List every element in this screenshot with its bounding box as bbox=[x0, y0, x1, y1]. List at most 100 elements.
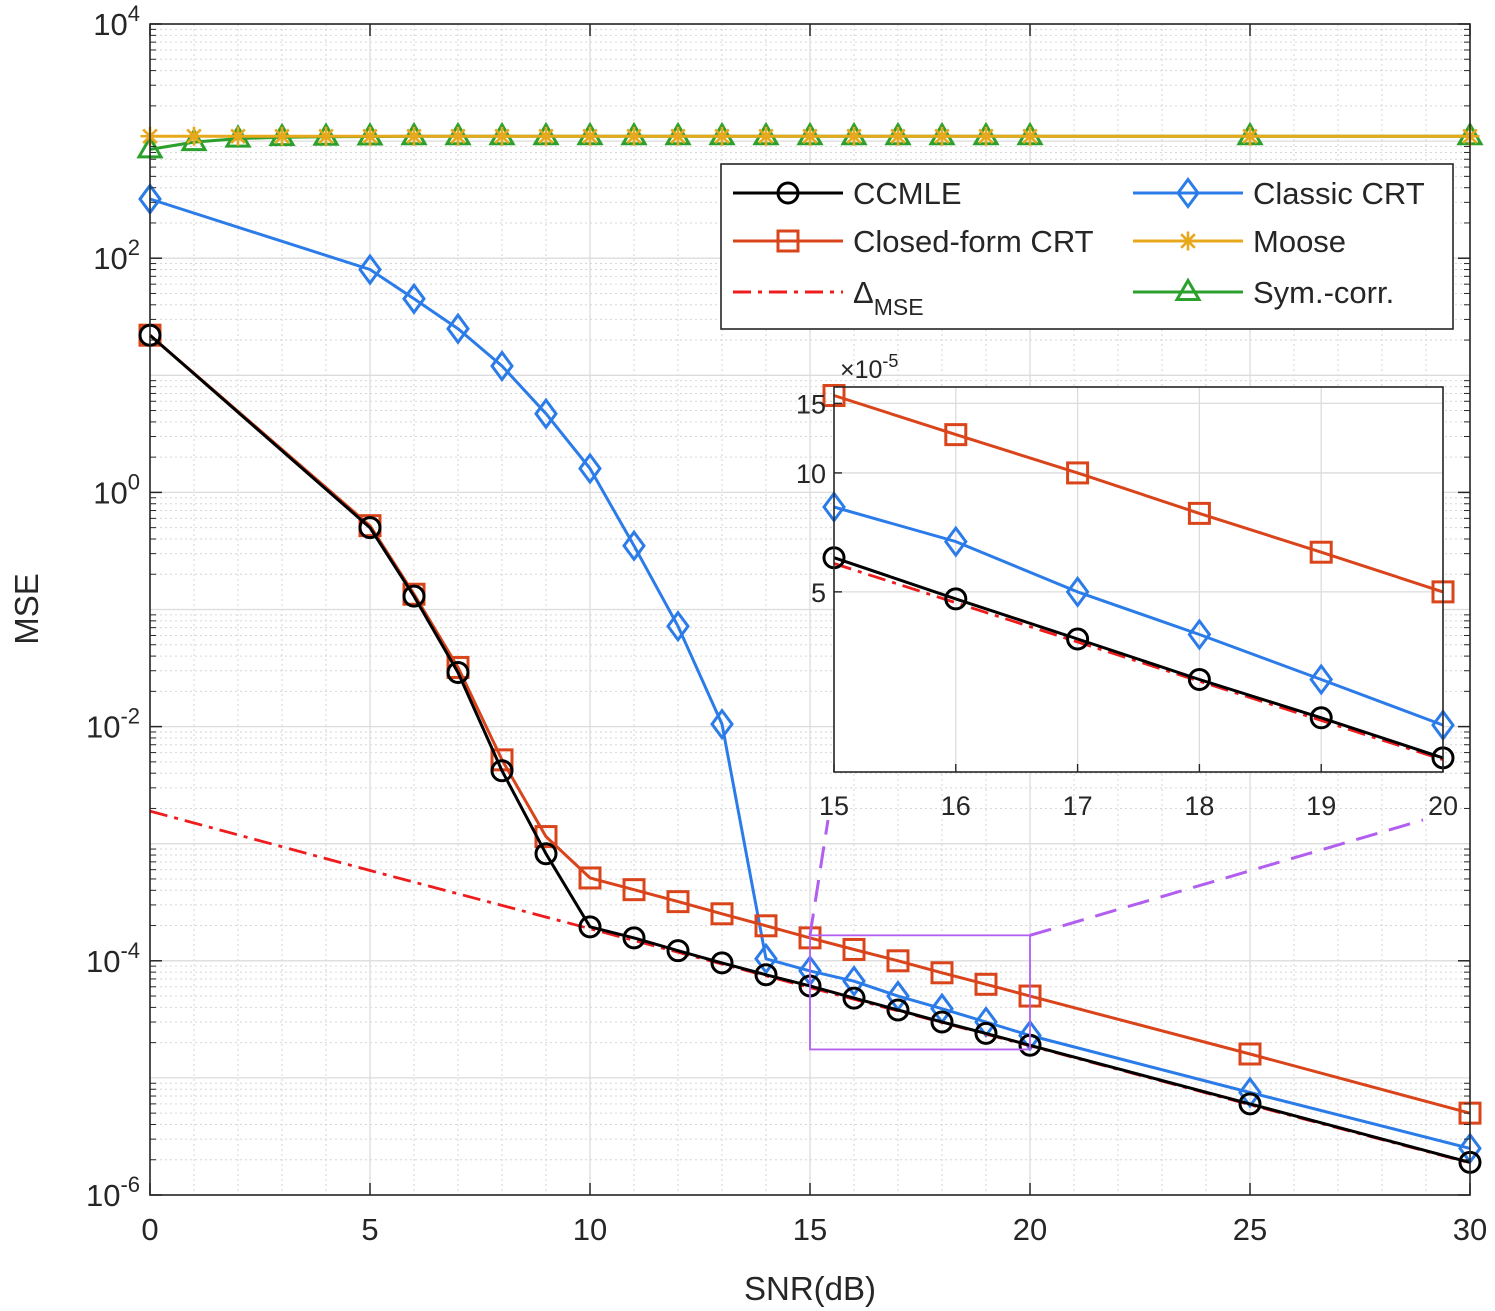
data-point bbox=[1240, 126, 1260, 146]
main-series-layer bbox=[136, 121, 1484, 1174]
data-point bbox=[930, 1010, 954, 1034]
data-point bbox=[974, 972, 998, 996]
star-stroke bbox=[362, 128, 378, 145]
y-tick-label: 100 bbox=[93, 469, 140, 510]
data-point bbox=[976, 126, 996, 146]
x-tick-label: 20 bbox=[1013, 1212, 1047, 1247]
legend-item-mse: ΔMSE bbox=[733, 275, 924, 320]
y-tick-label: 10-6 bbox=[86, 1172, 140, 1213]
data-point bbox=[360, 126, 380, 146]
data-point bbox=[446, 660, 470, 684]
data-point bbox=[842, 965, 866, 998]
star-stroke bbox=[846, 128, 862, 145]
star-stroke bbox=[538, 128, 554, 145]
series-line bbox=[833, 556, 1444, 760]
data-point bbox=[776, 229, 800, 253]
data-point bbox=[1020, 126, 1040, 146]
data-point bbox=[358, 253, 382, 286]
data-point bbox=[536, 126, 556, 146]
star-stroke bbox=[186, 128, 202, 145]
inset-zoom-plot: 15 16 17 18 19 20 5 10 15 ×10-5 bbox=[796, 351, 1458, 821]
data-point bbox=[842, 986, 866, 1010]
star-stroke bbox=[1242, 128, 1258, 145]
series-line bbox=[149, 334, 1471, 1164]
data-point bbox=[1178, 231, 1198, 251]
zoom-box bbox=[809, 934, 1031, 1051]
data-point bbox=[1238, 1042, 1262, 1066]
inset-x-tick-label: 18 bbox=[1184, 791, 1214, 821]
data-point bbox=[578, 866, 602, 890]
zoom-connector-left bbox=[808, 819, 830, 936]
y-tick-label: 104 bbox=[93, 1, 140, 42]
data-point bbox=[1174, 277, 1202, 301]
legend-item-closed-form-crt: Closed-form CRT bbox=[733, 224, 1094, 259]
legend-item-classic-crt: Classic CRT bbox=[1133, 176, 1425, 211]
inset-y-tick-label: 15 bbox=[796, 389, 826, 419]
y-tick-label: 10-4 bbox=[86, 938, 140, 979]
data-point bbox=[842, 937, 866, 961]
data-point bbox=[712, 126, 732, 146]
series-moose bbox=[140, 126, 1480, 146]
data-point bbox=[756, 126, 776, 146]
inset-x-tick-label: 20 bbox=[1428, 791, 1458, 821]
data-point bbox=[776, 181, 800, 205]
x-tick-label: 30 bbox=[1453, 1212, 1487, 1247]
star-stroke bbox=[714, 128, 730, 145]
legend-label: Sym.-corr. bbox=[1253, 275, 1394, 310]
data-point bbox=[1176, 176, 1200, 210]
data-point bbox=[800, 126, 820, 146]
data-point bbox=[943, 525, 968, 558]
data-point bbox=[272, 126, 292, 146]
data-point bbox=[534, 397, 558, 430]
x-tick-label: 10 bbox=[573, 1212, 607, 1247]
legend-label: Moose bbox=[1253, 224, 1346, 259]
data-point bbox=[402, 584, 426, 608]
data-point bbox=[1309, 663, 1334, 696]
x-axis-label: SNR(dB) bbox=[744, 1270, 876, 1307]
inset-x-tick-label: 16 bbox=[941, 791, 971, 821]
data-point bbox=[1309, 540, 1333, 564]
star-stroke bbox=[890, 128, 906, 145]
data-point bbox=[1238, 1076, 1262, 1109]
data-point bbox=[888, 126, 908, 146]
y-tick-label: 102 bbox=[93, 235, 140, 276]
data-point bbox=[710, 902, 734, 926]
series-line bbox=[149, 809, 1471, 1165]
zoom-indicator bbox=[808, 818, 1424, 1051]
star-stroke bbox=[934, 128, 950, 145]
star-stroke bbox=[1022, 128, 1038, 145]
data-point bbox=[490, 350, 514, 383]
inset-y-tick-label: 5 bbox=[811, 578, 826, 608]
inset-axes-frame bbox=[833, 386, 1444, 773]
data-point bbox=[1187, 618, 1212, 651]
star-stroke bbox=[582, 128, 598, 145]
legend-item-sym-corr: Sym.-corr. bbox=[1133, 275, 1394, 310]
data-point bbox=[710, 951, 734, 975]
zoom-connector-right bbox=[1029, 818, 1424, 937]
legend-item-moose: Moose bbox=[1133, 224, 1346, 259]
star-stroke bbox=[1180, 233, 1196, 249]
data-point bbox=[944, 423, 968, 447]
data-point bbox=[1187, 668, 1211, 692]
data-point bbox=[1309, 706, 1333, 730]
star-stroke bbox=[758, 128, 774, 145]
series-line bbox=[149, 334, 1471, 1115]
star-stroke bbox=[494, 128, 510, 145]
data-point bbox=[622, 926, 646, 950]
data-point bbox=[358, 516, 382, 540]
inset-axis-ticks: 15 16 17 18 19 20 5 10 15 bbox=[796, 389, 1458, 821]
data-point bbox=[930, 961, 954, 985]
data-point bbox=[228, 126, 248, 146]
data-point bbox=[1066, 627, 1090, 651]
legend: CCMLE Classic CRT Closed-form CRT Moose ΔMSE… bbox=[720, 163, 1454, 330]
data-point bbox=[844, 126, 864, 146]
legend-label: CCMLE bbox=[853, 176, 962, 211]
data-point bbox=[710, 708, 734, 741]
data-point bbox=[580, 126, 600, 146]
data-point bbox=[668, 126, 688, 146]
x-tick-label: 0 bbox=[141, 1212, 158, 1247]
data-point bbox=[184, 126, 204, 146]
data-point bbox=[534, 842, 558, 866]
series-mse bbox=[149, 809, 1471, 1165]
